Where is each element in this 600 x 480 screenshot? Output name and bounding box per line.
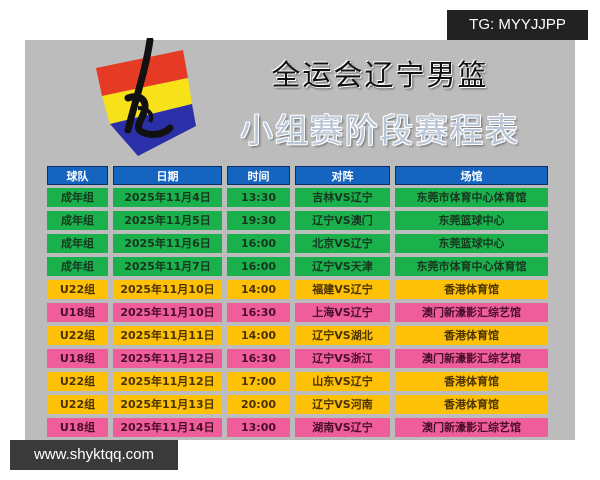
cell-time: 16:30 [227, 303, 290, 322]
cell-date: 2025年11月7日 [113, 257, 222, 276]
cell-match: 山东VS辽宁 [295, 372, 390, 391]
cell-venue: 东莞篮球中心 [395, 211, 548, 230]
cell-time: 14:00 [227, 326, 290, 345]
cell-time: 19:30 [227, 211, 290, 230]
title-line2: 小组赛阶段赛程表 [240, 111, 520, 150]
cell-date: 2025年11月13日 [113, 395, 222, 414]
cell-match: 北京VS辽宁 [295, 234, 390, 253]
title-line1: 全运会辽宁男篮 [271, 58, 489, 92]
cell-team: U22组 [47, 280, 108, 299]
cell-team: U22组 [47, 326, 108, 345]
cell-team: 成年组 [47, 257, 108, 276]
cell-match: 福建VS辽宁 [295, 280, 390, 299]
cell-team: U18组 [47, 303, 108, 322]
cell-date: 2025年11月12日 [113, 372, 222, 391]
cell-match: 辽宁VS澳门 [295, 211, 390, 230]
cell-match: 辽宁VS湖北 [295, 326, 390, 345]
cell-date: 2025年11月14日 [113, 418, 222, 437]
cell-venue: 香港体育馆 [395, 326, 548, 345]
cell-venue: 香港体育馆 [395, 280, 548, 299]
watermark-bottom: www.shyktqq.com [10, 440, 178, 470]
header-team: 球队 [47, 166, 108, 185]
watermark-top: TG: MYYJJPP [447, 10, 588, 40]
cell-team: 成年组 [47, 211, 108, 230]
cell-team: U22组 [47, 395, 108, 414]
cell-team: U22组 [47, 372, 108, 391]
cell-date: 2025年11月12日 [113, 349, 222, 368]
cell-venue: 澳门新濠影汇综艺馆 [395, 349, 548, 368]
cell-time: 13:30 [227, 188, 290, 207]
cell-date: 2025年11月10日 [113, 303, 222, 322]
cell-time: 13:00 [227, 418, 290, 437]
cell-date: 2025年11月4日 [113, 188, 222, 207]
cell-time: 16:00 [227, 257, 290, 276]
cell-match: 湖南VS辽宁 [295, 418, 390, 437]
cell-match: 吉林VS辽宁 [295, 188, 390, 207]
cell-venue: 东莞市体育中心体育馆 [395, 188, 548, 207]
cell-venue: 香港体育馆 [395, 395, 548, 414]
cell-venue: 东莞篮球中心 [395, 234, 548, 253]
header-time: 时间 [227, 166, 290, 185]
cell-venue: 澳门新濠影汇综艺馆 [395, 418, 548, 437]
cell-match: 上海VS辽宁 [295, 303, 390, 322]
cell-time: 14:00 [227, 280, 290, 299]
cell-venue: 东莞市体育中心体育馆 [395, 257, 548, 276]
cell-time: 20:00 [227, 395, 290, 414]
cell-team: U18组 [47, 418, 108, 437]
cell-venue: 香港体育馆 [395, 372, 548, 391]
cell-time: 16:00 [227, 234, 290, 253]
cell-date: 2025年11月11日 [113, 326, 222, 345]
cell-time: 17:00 [227, 372, 290, 391]
basketball-calligraphy-logo [96, 38, 196, 156]
header-date: 日期 [113, 166, 222, 185]
cell-team: 成年组 [47, 234, 108, 253]
header-match: 对阵 [295, 166, 390, 185]
cell-date: 2025年11月5日 [113, 211, 222, 230]
header-venue: 场馆 [395, 166, 548, 185]
cell-venue: 澳门新濠影汇综艺馆 [395, 303, 548, 322]
cell-time: 16:30 [227, 349, 290, 368]
cell-match: 辽宁VS河南 [295, 395, 390, 414]
cell-match: 辽宁VS天津 [295, 257, 390, 276]
cell-team: U18组 [47, 349, 108, 368]
cell-date: 2025年11月6日 [113, 234, 222, 253]
cell-date: 2025年11月10日 [113, 280, 222, 299]
cell-team: 成年组 [47, 188, 108, 207]
cell-match: 辽宁VS浙江 [295, 349, 390, 368]
